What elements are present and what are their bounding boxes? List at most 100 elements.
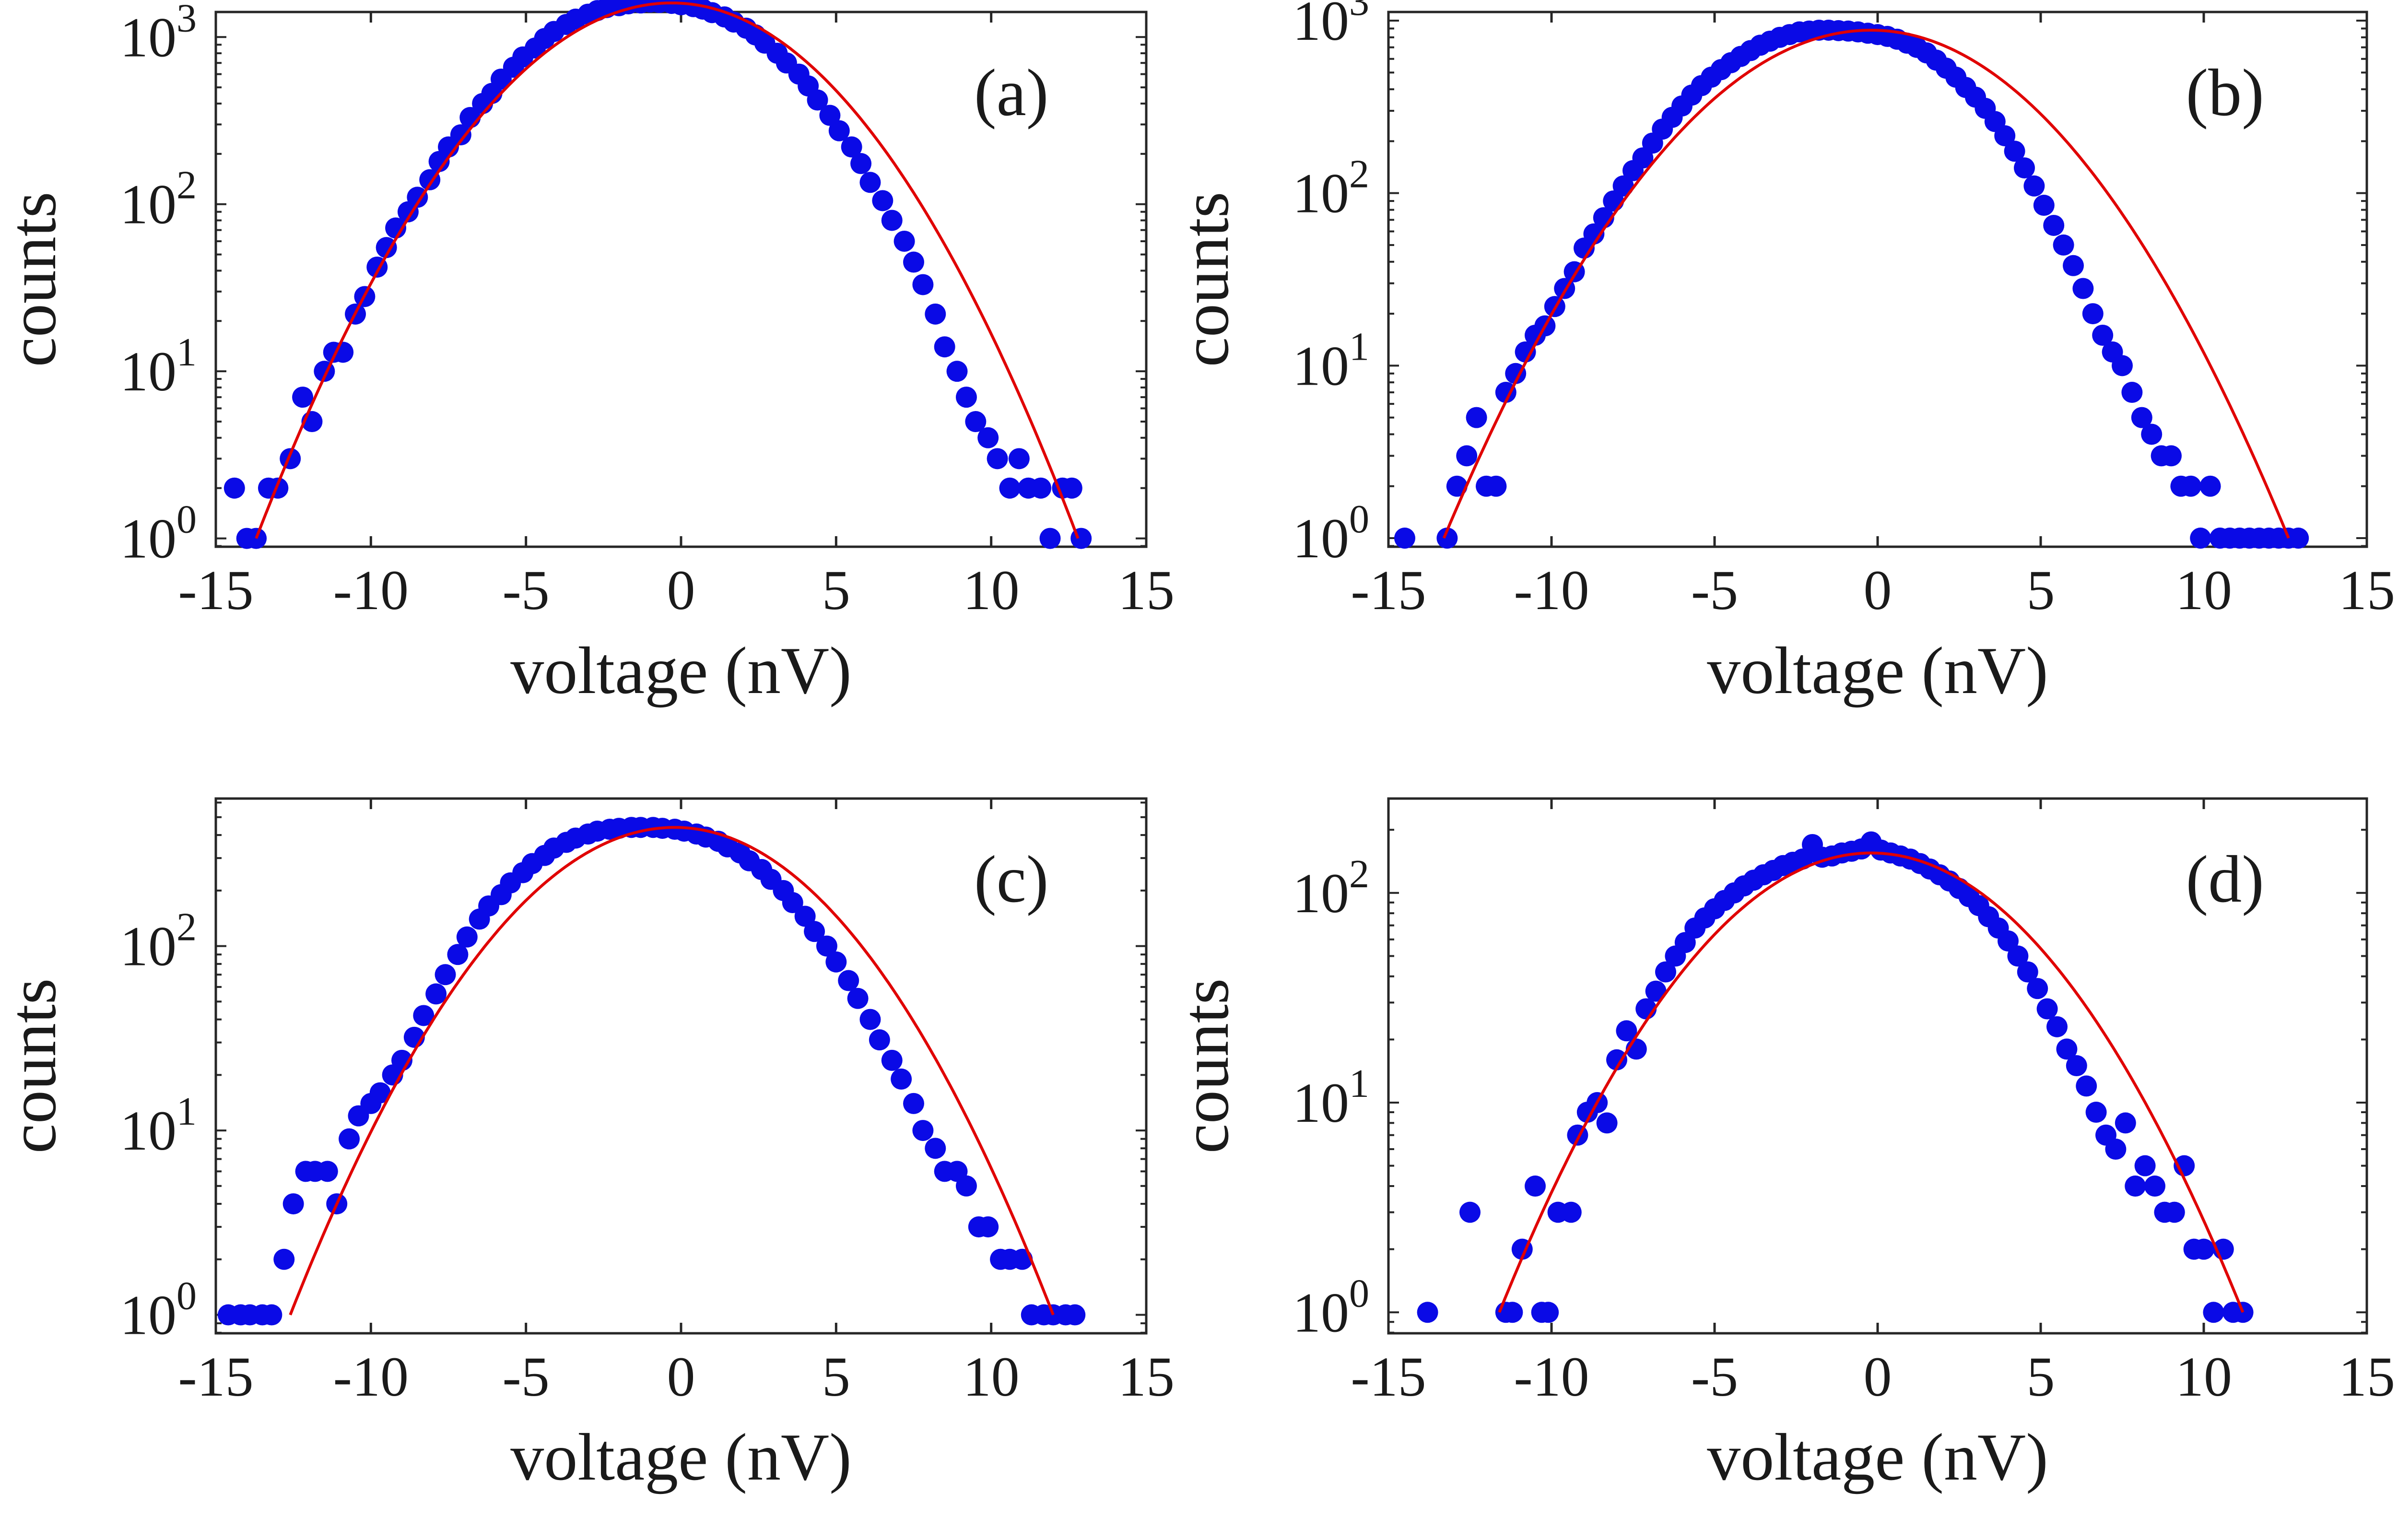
panel-4-data-point <box>2144 1176 2165 1197</box>
panel-4-y-tick-label: 100 <box>1293 1271 1369 1344</box>
panel-1-data-point <box>977 427 999 448</box>
panel-3-y-tick-label: 102 <box>120 905 197 978</box>
panel-1-data-point <box>376 237 397 259</box>
panel-4-fit-curve <box>1498 851 2245 1313</box>
panel-4-data-point <box>2076 1075 2097 1097</box>
panel-2-data-point <box>2092 325 2114 346</box>
panel-3-data-point <box>282 1193 304 1215</box>
panel-1-data-point <box>987 448 1008 470</box>
panel-2-data-point <box>1446 475 1468 497</box>
panel-2-y-tick-label: 102 <box>1293 152 1369 225</box>
panel-2-data-point <box>2161 445 2182 467</box>
panel-2-x-tick-label: -5 <box>1691 559 1738 622</box>
panel-2-data-point <box>1394 528 1415 549</box>
panel-4-x-tick-label: 10 <box>2175 1345 2232 1408</box>
panel-2-data-point <box>1495 382 1516 403</box>
panel-2-y-tick-label: 101 <box>1293 324 1369 397</box>
panel-4-data-point <box>2036 998 2058 1020</box>
panel-3-data-point <box>825 951 847 973</box>
panel-2-data-point <box>1612 175 1634 197</box>
panel-4-data-point <box>2134 1155 2156 1176</box>
panel-2-x-tick-label: 15 <box>2339 559 2395 622</box>
panel-1-data-point <box>859 172 881 193</box>
panel-3-y-tick-label: 101 <box>120 1089 197 1162</box>
panel-4-data-point <box>1459 1201 1481 1223</box>
panel-1-x-tick-label: 15 <box>1118 559 1175 622</box>
panel-3-data-point <box>912 1120 934 1141</box>
panel-1-data-point <box>1061 477 1082 499</box>
panel-4-data-point <box>2193 1238 2214 1260</box>
panel-3-data-point <box>816 935 837 957</box>
panel-3-x-tick-label: -10 <box>333 1345 409 1408</box>
panel-1-x-tick-label: -10 <box>333 559 409 622</box>
panel-3-data-point <box>804 921 825 942</box>
panel-2-data-point <box>2053 234 2074 256</box>
panel-2-data-point <box>2180 475 2201 497</box>
panel-4-data-point <box>1655 961 1676 983</box>
panel-1-data-point <box>946 361 968 382</box>
panel-3-x-tick-label: 10 <box>963 1345 1020 1408</box>
panel-3-data-point <box>977 1216 999 1238</box>
panel-1-data-point <box>450 124 471 146</box>
panel-4-data-point <box>1502 1302 1523 1323</box>
panel-4-y-tick-label: 102 <box>1293 852 1369 925</box>
panel-2-data-point <box>2072 278 2094 299</box>
panel-3-data-point <box>925 1138 946 1159</box>
panel-3-data-point <box>273 1248 295 1270</box>
panel-1-data-point <box>223 477 245 499</box>
panel-2-data-point <box>2033 195 2055 216</box>
panel-4-data-point <box>1538 1302 1559 1323</box>
panel-1-data-point <box>903 251 924 273</box>
panel-3-data-point <box>955 1175 977 1197</box>
panel-4-data-point <box>1616 1020 1637 1042</box>
panel-1-x-axis-label: voltage (nV) <box>510 634 851 708</box>
panel-1-data-point <box>1039 528 1061 549</box>
panel-2-y-tick-label: 103 <box>1293 0 1369 52</box>
panel-3-data-point <box>413 1005 435 1026</box>
panel-3-data-point <box>859 1009 881 1030</box>
panel-3-data-point <box>794 905 816 927</box>
panel-1-data-point <box>925 303 946 325</box>
panel-2-data-point <box>2131 407 2152 428</box>
panel-4-data-point <box>2066 1055 2087 1077</box>
panel-3-data-point <box>1064 1304 1086 1326</box>
panel-2-data-point <box>2199 475 2221 497</box>
panel-1: -15 -10 -5 0 5 10 15 100 101 102 103 (a) voltage (nV… <box>0 0 1175 708</box>
panel-2-data-point <box>2112 355 2133 376</box>
panel-4-x-tick-label: -5 <box>1691 1345 1738 1408</box>
panel-4-data-point <box>2125 1176 2146 1197</box>
panel-2-data-point <box>2004 141 2025 162</box>
panel-1-data-point <box>999 477 1021 499</box>
panel-3-x-tick-label: 5 <box>822 1345 850 1408</box>
panel-2-data-point <box>1515 341 1536 363</box>
panel-2-x-tick-label: -10 <box>1514 559 1589 622</box>
panel-4-x-tick-label: 0 <box>1864 1345 1892 1408</box>
panel-3-x-tick-label: -5 <box>503 1345 550 1408</box>
panel-1-x-tick-label: -5 <box>503 559 550 622</box>
panel-3-y-axis-label: counts <box>0 978 70 1154</box>
panel-2-data-point <box>2082 303 2104 325</box>
panel-2-data-point <box>2190 528 2211 549</box>
panel-2-data-point <box>2043 214 2065 236</box>
panel-3-fit-curve <box>289 826 1055 1316</box>
panel-2-data-point <box>1485 475 1507 497</box>
panel-3-x-tick-label: -15 <box>178 1345 253 1408</box>
panel-1-x-tick-label: -15 <box>178 559 253 622</box>
panel-2-x-axis-label: voltage (nV) <box>1707 634 2048 708</box>
panel-2-data-point <box>1466 407 1487 428</box>
panel-4-data-point <box>1596 1112 1618 1134</box>
panel-4-data-point <box>2027 978 2048 999</box>
panel-2-y-axis-label: counts <box>1168 192 1243 367</box>
panel-1-data-point <box>819 105 841 126</box>
panel-2-data-point <box>2023 175 2045 197</box>
panel-4-data-point <box>1606 1049 1627 1070</box>
panel-2-data-point <box>1456 445 1478 467</box>
panel-2-x-tick-label: 10 <box>2175 559 2232 622</box>
panel-1-data-point <box>841 136 862 158</box>
panel-2: -15 -10 -5 0 5 10 15 100 101 102 103 (b) voltage (nV… <box>1168 0 2395 708</box>
panel-4-y-axis-label: counts <box>1168 978 1243 1154</box>
panel-4-data-point <box>2046 1016 2068 1037</box>
panel-4-data-point <box>2017 961 2038 983</box>
panel-4-data-point <box>1998 930 2019 952</box>
